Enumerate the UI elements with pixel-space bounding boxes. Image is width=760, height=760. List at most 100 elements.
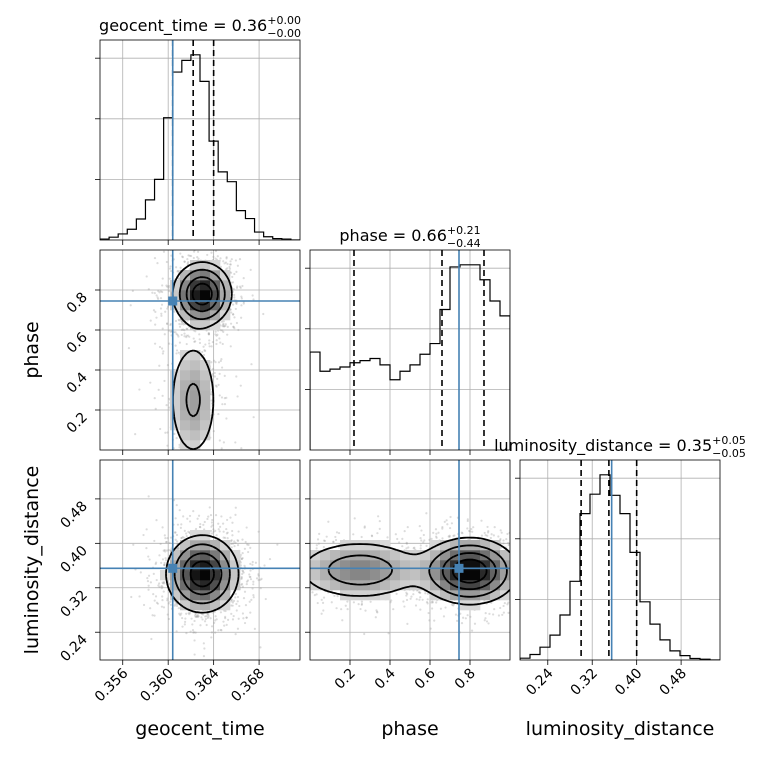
density-cell bbox=[390, 550, 401, 561]
sample-point bbox=[153, 539, 156, 543]
sample-point bbox=[163, 534, 166, 537]
sample-point bbox=[177, 546, 180, 549]
density-cell bbox=[200, 430, 211, 441]
sample-point bbox=[166, 307, 169, 310]
sample-point bbox=[505, 538, 508, 541]
x-tick-label-luminosity_distance: 0.24 bbox=[523, 665, 556, 698]
sample-point bbox=[500, 531, 503, 534]
density-cell bbox=[460, 570, 471, 581]
x-axis-title-luminosity_distance: luminosity_distance bbox=[526, 718, 715, 740]
contour-line bbox=[327, 544, 508, 598]
sample-point bbox=[226, 333, 229, 336]
sample-point bbox=[253, 627, 256, 630]
density-cell bbox=[180, 270, 191, 281]
sample-point bbox=[419, 608, 422, 611]
sample-point bbox=[225, 623, 228, 626]
sample-point bbox=[240, 575, 243, 579]
sample-point bbox=[202, 353, 206, 357]
sample-point bbox=[535, 562, 537, 564]
sample-point bbox=[493, 608, 496, 611]
density-cell bbox=[180, 570, 191, 581]
sample-point bbox=[522, 556, 524, 558]
sample-point bbox=[179, 252, 182, 255]
sample-point bbox=[487, 530, 490, 533]
sample-point bbox=[139, 571, 142, 574]
sample-point bbox=[214, 529, 217, 532]
sample-point bbox=[181, 535, 184, 539]
density-cell bbox=[430, 560, 441, 571]
sample-point bbox=[132, 543, 135, 546]
sample-point bbox=[414, 604, 418, 607]
sample-point bbox=[444, 606, 447, 609]
density-cell bbox=[470, 590, 481, 601]
sample-point bbox=[188, 520, 192, 523]
sample-point bbox=[487, 622, 490, 625]
sample-point bbox=[175, 266, 178, 269]
sample-point bbox=[198, 477, 200, 479]
sample-point bbox=[230, 546, 233, 549]
sample-point bbox=[231, 601, 235, 604]
sample-point bbox=[199, 624, 202, 627]
sample-point bbox=[406, 526, 409, 529]
hist-bars bbox=[310, 250, 510, 450]
sample-point bbox=[232, 599, 236, 602]
sample-point bbox=[183, 332, 186, 335]
sample-point bbox=[207, 333, 210, 336]
sample-point bbox=[544, 555, 546, 557]
sample-point bbox=[190, 617, 193, 620]
sample-point bbox=[418, 598, 421, 601]
sample-point bbox=[255, 551, 257, 553]
density-cell bbox=[360, 560, 371, 571]
sample-point bbox=[180, 454, 182, 456]
sample-point bbox=[235, 375, 238, 378]
y-axis-title-phase: phase bbox=[21, 321, 43, 378]
sample-point bbox=[165, 540, 168, 544]
sample-point bbox=[502, 604, 505, 608]
density-cell bbox=[500, 580, 510, 591]
sample-point bbox=[196, 615, 200, 618]
sample-point bbox=[210, 521, 214, 524]
contours bbox=[165, 534, 240, 614]
sample-point bbox=[155, 578, 158, 582]
sample-point bbox=[233, 296, 236, 299]
sample-point bbox=[426, 598, 429, 601]
density-cell bbox=[430, 570, 441, 581]
sample-point bbox=[235, 270, 238, 273]
sample-point bbox=[520, 567, 522, 569]
density-cell bbox=[320, 570, 331, 581]
sample-point bbox=[222, 530, 225, 533]
sample-point bbox=[341, 619, 344, 622]
sample-point bbox=[192, 510, 195, 513]
sample-point bbox=[163, 561, 166, 565]
sample-point bbox=[533, 571, 535, 573]
sample-point bbox=[220, 629, 223, 632]
sample-point bbox=[241, 569, 244, 572]
sample-point bbox=[173, 432, 176, 436]
hist-bars bbox=[520, 460, 720, 660]
density-cell bbox=[450, 570, 461, 581]
sample-point bbox=[168, 342, 171, 345]
sample-point bbox=[212, 530, 215, 533]
sample-point bbox=[511, 568, 513, 570]
sample-point bbox=[286, 555, 288, 557]
sample-point bbox=[217, 361, 221, 364]
density-cell bbox=[210, 290, 221, 301]
density-cell bbox=[420, 570, 431, 581]
sample-point bbox=[446, 523, 449, 526]
sample-point bbox=[217, 629, 220, 632]
sample-point bbox=[161, 599, 164, 602]
sample-point bbox=[234, 592, 238, 596]
sample-point bbox=[448, 535, 451, 538]
sample-point bbox=[233, 327, 236, 330]
sample-point bbox=[222, 441, 226, 444]
sample-point bbox=[208, 339, 211, 342]
y-tick-label-phase: 0.4 bbox=[64, 369, 91, 396]
density-layer bbox=[100, 250, 300, 479]
sample-point bbox=[235, 609, 238, 612]
sample-point bbox=[146, 580, 150, 583]
sample-point bbox=[214, 250, 218, 253]
sample-point bbox=[412, 547, 415, 550]
sample-point bbox=[177, 547, 180, 550]
sample-point bbox=[330, 601, 333, 604]
sample-point bbox=[160, 303, 164, 306]
